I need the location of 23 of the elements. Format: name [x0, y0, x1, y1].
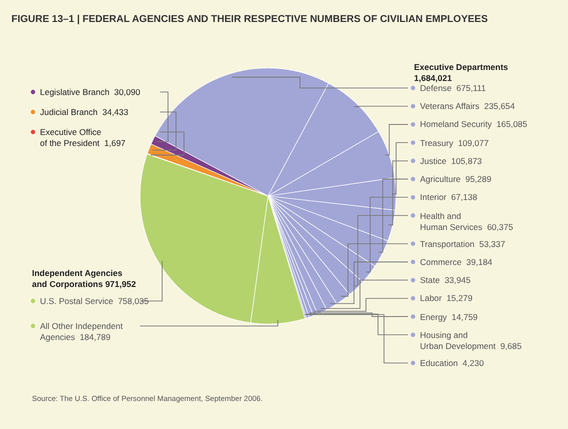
legend-label: Labor 15,279: [420, 293, 473, 303]
legend-label: Executive Office of the President 1,697: [40, 127, 126, 148]
legend-label: Agriculture 95,289: [420, 174, 492, 184]
legend-label: U.S. Postal Service 758,035: [40, 296, 149, 306]
legend-label: State 33,945: [420, 275, 471, 285]
legend-label: Legislative Branch 30,090: [40, 87, 140, 97]
legend-label: Interior 67,138: [420, 192, 478, 202]
legend-label: Housing and Urban Development 9,685: [420, 330, 522, 352]
legend-label: Justice 105,873: [420, 156, 482, 166]
chart-title: FIGURE 13–1 | FEDERAL AGENCIES AND THEIR RESPECTIVE NUMBERS OF CIVILIAN EMPLOYEES: [11, 14, 488, 26]
legend-label: Judicial Branch 34,433: [40, 107, 129, 117]
legend-label: Commerce 39,184: [420, 257, 493, 267]
text: Independent Agencies and Corporations 971,952: [32, 268, 136, 290]
legend-label: Energy 14,759: [420, 312, 478, 322]
legend-label: Veterans Affairs 235,654: [420, 101, 516, 111]
legend-label: Homeland Security 165,085: [420, 119, 528, 129]
text: Executive Departments 1,684,021: [414, 62, 508, 84]
legend-label: Defense 675,111: [420, 83, 486, 93]
legend-label: Health and Human Services 60,375: [420, 211, 514, 232]
legend-label: Treasury 109,077: [420, 138, 489, 148]
legend-label: Education 4,230: [420, 358, 484, 368]
legend-label: All Other Independent Agencies 184,789: [40, 321, 124, 342]
legend-label: Transportation 53,337: [420, 239, 506, 249]
